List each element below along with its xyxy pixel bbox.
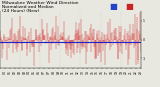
Text: ■: ■ bbox=[125, 2, 133, 11]
Text: ■: ■ bbox=[109, 2, 117, 11]
Text: Milwaukee Weather Wind Direction
Normalized and Median
(24 Hours) (New): Milwaukee Weather Wind Direction Normali… bbox=[2, 1, 78, 13]
